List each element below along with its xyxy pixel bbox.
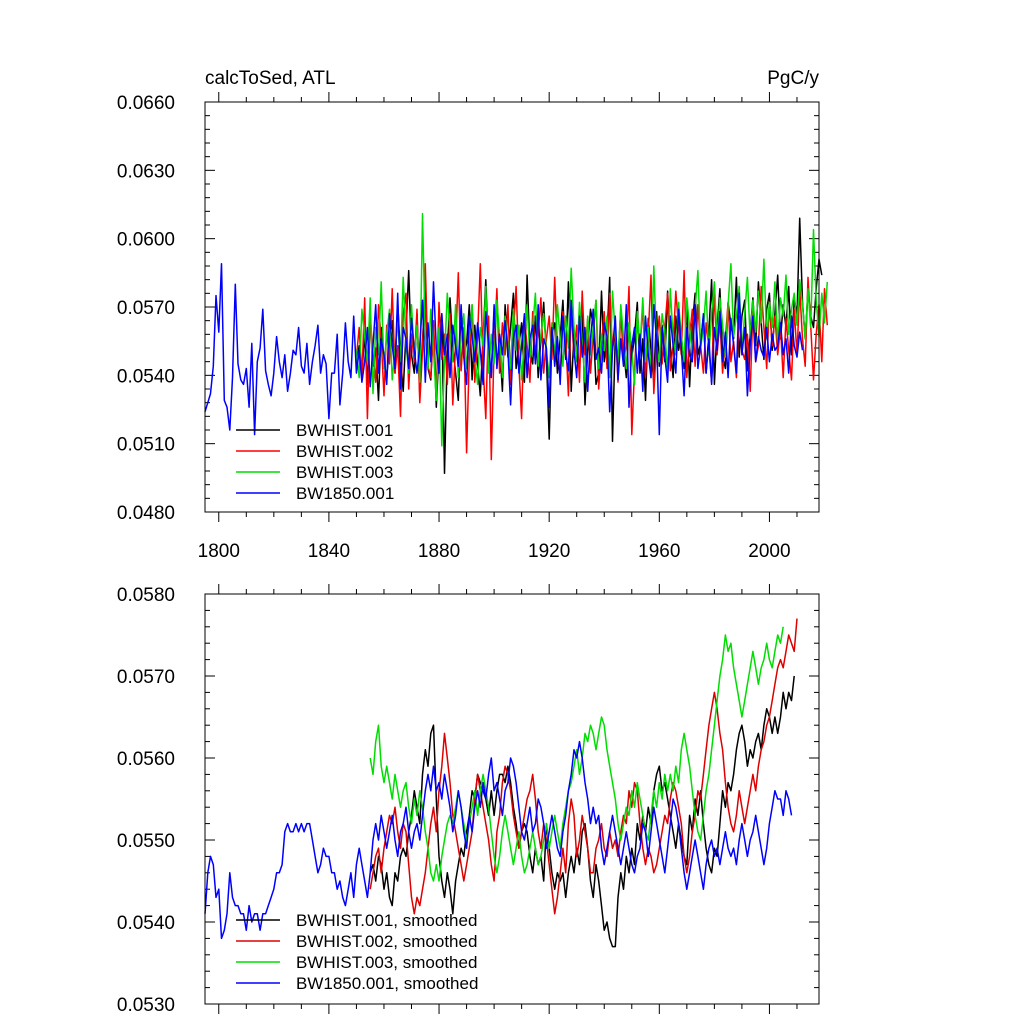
y-tick-label: 0.0480 [117, 503, 175, 524]
x-tick-label: 1880 [418, 541, 460, 562]
y-tick-label: 0.0660 [117, 93, 175, 114]
legend-label: BWHIST.003 [296, 463, 393, 482]
top-title-right: PgC/y [767, 68, 819, 89]
series-line-bwhist-003-smoothed [369, 626, 784, 882]
bottom-panel: 0.0530 0.0540 0.0550 0.0560 0.0570 0.0580 BWH… [117, 584, 820, 1016]
series-line-bwhist-001-smoothed [369, 675, 795, 948]
y-tick-label: 0.0580 [117, 585, 175, 606]
legend-label: BW1850.001 [296, 484, 394, 503]
top-title-left: calcToSed, ATL [205, 68, 336, 89]
x-tick-label: 1960 [638, 541, 680, 562]
y-tick-label: 0.0510 [117, 435, 175, 456]
series-line-bwhist-002-smoothed [369, 618, 798, 915]
y-tick-label: 0.0540 [117, 366, 175, 387]
series-line-bw1850-001-smoothed [204, 740, 793, 940]
y-tick-label: 0.0600 [117, 230, 175, 251]
x-tick-label: 1800 [198, 541, 240, 562]
y-tick-label: 0.0570 [117, 298, 175, 319]
bottom-plot-frame [204, 593, 820, 1005]
y-tick-label: 0.0560 [117, 749, 175, 770]
top-plot-frame [204, 101, 820, 513]
series-line-bw1850-001 [204, 262, 804, 436]
y-tick-label: 0.0530 [117, 995, 175, 1016]
x-tick-label: 1920 [528, 541, 570, 562]
y-tick-label: 0.0630 [117, 161, 175, 182]
y-tick-label: 0.0570 [117, 667, 175, 688]
legend-label: BWHIST.003, smoothed [296, 953, 477, 972]
y-tick-label: 0.0550 [117, 831, 175, 852]
legend-label: BW1850.001, smoothed [296, 974, 478, 993]
x-tick-label: 2000 [748, 541, 790, 562]
x-tick-label: 1840 [308, 541, 350, 562]
legend-label: BWHIST.002 [296, 442, 393, 461]
top-panel: calcToSed, ATL PgC/y 0.0480 0.0510 0.0540 0… [117, 68, 829, 562]
legend-label: BWHIST.002, smoothed [296, 932, 477, 951]
y-tick-label: 0.0540 [117, 913, 175, 934]
series-line-bwhist-003 [355, 212, 829, 447]
legend-label: BWHIST.001, smoothed [296, 911, 477, 930]
legend-label: BWHIST.001 [296, 421, 393, 440]
